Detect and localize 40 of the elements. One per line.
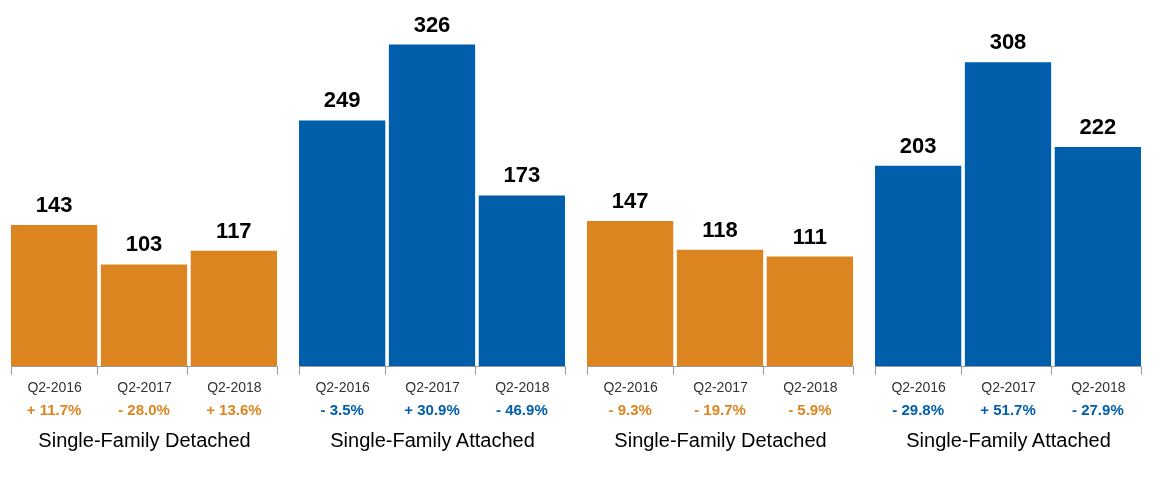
data-label: 173 <box>503 162 541 188</box>
text: - 29.8% <box>892 401 944 418</box>
data-label: 147 <box>611 188 649 214</box>
x-tick-label: Q2-2018 <box>207 378 262 395</box>
x-tick-label: Q2-2016 <box>27 378 83 395</box>
text: - 9.3% <box>608 401 652 418</box>
x-axis-title: Single-Family Detached <box>38 428 251 451</box>
text: + 11.7% <box>26 401 82 418</box>
data-label: 118 <box>702 216 738 242</box>
data-label: 117 <box>216 217 252 243</box>
text: - 3.5% <box>320 401 364 418</box>
text: + 13.6% <box>206 401 262 418</box>
data-label: 203 <box>899 132 937 158</box>
x-tick-label: Q2-2017 <box>405 378 460 395</box>
x-tick-label: Q2-2016 <box>315 378 371 395</box>
text: - 46.9% <box>496 401 548 418</box>
x-tick-label: Q2-2018 <box>783 378 838 395</box>
x-axis-title: Single-Family Attached <box>906 428 1111 451</box>
x-tick-label: Q2-2016 <box>603 378 659 395</box>
x-tick-label: Q2-2016 <box>891 378 947 395</box>
x-tick-label: Q2-2017 <box>117 378 172 395</box>
text: - 5.9% <box>788 401 832 418</box>
text: - 27.9% <box>1072 401 1124 418</box>
data-label: 308 <box>989 29 1027 55</box>
data-label: 143 <box>35 192 73 218</box>
x-axis-title: Single-Family Attached <box>330 428 535 451</box>
text: - 19.7% <box>694 401 746 418</box>
x-tick-label: Q2-2017 <box>693 378 748 395</box>
data-label: 103 <box>125 231 163 257</box>
x-tick-label: Q2-2017 <box>981 378 1036 395</box>
data-label: 249 <box>323 87 361 113</box>
data-label: 326 <box>413 11 451 37</box>
data-label: 111 <box>792 223 828 249</box>
text: + 30.9% <box>404 401 460 418</box>
text: - 28.0% <box>118 401 170 418</box>
x-axis-title: Single-Family Detached <box>614 428 827 451</box>
x-tick-label: Q2-2018 <box>495 378 550 395</box>
x-tick-label: Q2-2018 <box>1071 378 1126 395</box>
data-label: 222 <box>1079 114 1117 140</box>
text: + 51.7% <box>980 401 1036 418</box>
